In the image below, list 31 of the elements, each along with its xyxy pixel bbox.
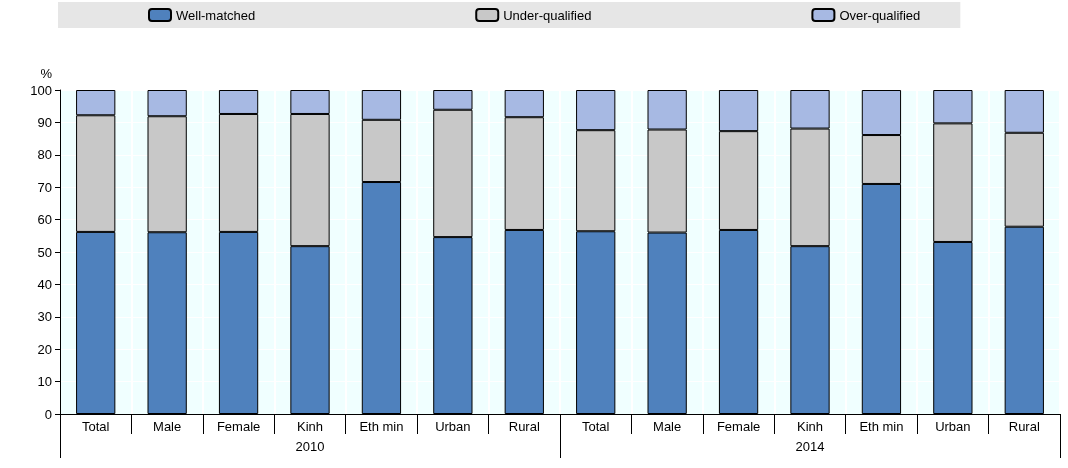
- x-tick-label: Eth min: [359, 419, 404, 434]
- x-tick-label: Male: [153, 419, 182, 434]
- x-tick-label: Female: [716, 419, 761, 434]
- y-tick-label: 60: [37, 212, 52, 228]
- y-tick-label: 20: [37, 341, 52, 357]
- x-tick-label: Kinh: [296, 419, 324, 434]
- text: 2010: [295, 439, 325, 454]
- y-tick-label: 30: [37, 309, 52, 325]
- legend-label: Under-qualified: [503, 7, 592, 23]
- x-tick-label: Kinh: [796, 419, 824, 434]
- y-tick-label: 0: [44, 406, 52, 422]
- x-tick-label: Rural: [1008, 419, 1040, 434]
- legend-label: Over-qualified: [839, 7, 921, 23]
- x-tick-label: Eth min: [859, 419, 904, 434]
- x-tick-label: Rural: [508, 419, 540, 434]
- x-tick-label: Urban: [435, 419, 471, 434]
- y-tick-label: 10: [37, 374, 52, 390]
- x-tick-label: Urban: [935, 419, 971, 434]
- y-tick-label: 70: [37, 179, 52, 195]
- y-axis-title: %: [40, 66, 53, 81]
- x-tick-label: Female: [216, 419, 261, 434]
- x-tick-label: Total: [581, 419, 610, 434]
- y-tick-label: 90: [37, 114, 52, 130]
- legend-label: Well-matched: [176, 7, 256, 23]
- x-tick-label: Male: [653, 419, 682, 434]
- text: 2014: [795, 439, 825, 454]
- y-tick-label: 40: [37, 276, 52, 292]
- y-tick-label: 50: [37, 244, 52, 260]
- y-tick-label: 100: [30, 82, 52, 98]
- y-tick-label: 80: [37, 147, 52, 163]
- x-tick-label: Total: [81, 419, 110, 434]
